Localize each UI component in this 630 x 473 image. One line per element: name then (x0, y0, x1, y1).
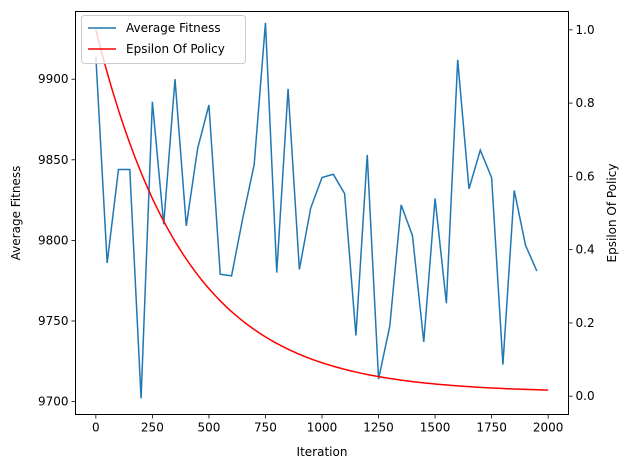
x-tick-label: 1500 (420, 421, 451, 435)
x-tick-label: 1000 (307, 421, 338, 435)
x-tick-label: 1250 (363, 421, 394, 435)
y-right-tick-label: 0.0 (576, 389, 595, 403)
y-left-tick-label: 9800 (38, 233, 69, 247)
x-tick-label: 750 (254, 421, 277, 435)
y-right-axis-ticks: 0.0 0.2 0.4 0.6 0.8 1.0 (569, 23, 595, 403)
y-right-tick-label: 1.0 (576, 23, 595, 37)
series-layer (96, 23, 548, 399)
y-right-tick-label: 0.4 (576, 243, 595, 257)
legend: Average Fitness Epsilon Of Policy (82, 16, 246, 64)
x-axis-label: Iteration (297, 445, 348, 459)
y-left-tick-label: 9700 (38, 395, 69, 409)
x-tick-label: 1750 (476, 421, 507, 435)
series-line-average-fitness (96, 23, 537, 399)
y-right-axis-label: Epsilon Of Policy (605, 164, 619, 263)
y-left-tick-label: 9850 (38, 153, 69, 167)
series-line-epsilon (96, 30, 548, 390)
x-axis-ticks: 0 250 500 750 1000 1250 1500 1750 2000 (92, 415, 563, 435)
x-tick-label: 2000 (533, 421, 564, 435)
y-right-tick-label: 0.2 (576, 316, 595, 330)
legend-label-average-fitness: Average Fitness (126, 21, 221, 35)
y-right-tick-label: 0.8 (576, 96, 595, 110)
y-left-axis-label: Average Fitness (9, 166, 23, 261)
plot-frame (76, 12, 569, 415)
x-tick-label: 0 (92, 421, 100, 435)
x-tick-label: 500 (197, 421, 220, 435)
legend-label-epsilon: Epsilon Of Policy (126, 42, 225, 56)
y-left-tick-label: 9900 (38, 72, 69, 86)
y-left-axis-ticks: 9700 9750 9800 9850 9900 (38, 72, 76, 408)
y-left-tick-label: 9750 (38, 314, 69, 328)
x-tick-label: 250 (141, 421, 164, 435)
y-right-tick-label: 0.6 (576, 169, 595, 183)
